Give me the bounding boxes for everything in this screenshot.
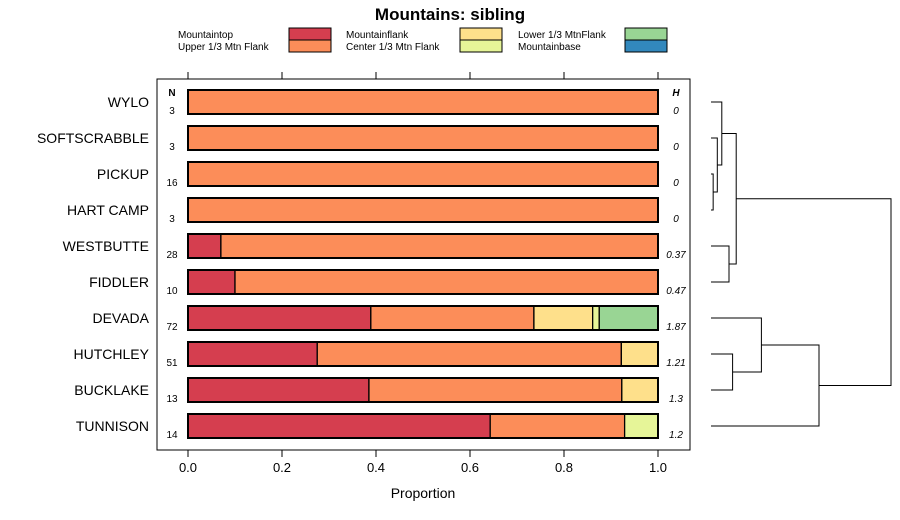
legend-label: Upper 1/3 Mtn Flank bbox=[178, 42, 270, 53]
h-value: 1.2 bbox=[669, 430, 683, 441]
dendrogram-branch bbox=[711, 344, 820, 427]
bar-segment bbox=[489, 413, 626, 439]
legend-label: Center 1/3 Mtn Flank bbox=[346, 42, 440, 53]
bar-segment bbox=[368, 377, 623, 403]
rows: WYLO 3 0 SOFTSCRABBLE 3 0 PICKUP 16 0 HART CAMP 3 0… bbox=[37, 89, 686, 441]
x-tick-label: 0.6 bbox=[461, 460, 479, 475]
legend-label: Lower 1/3 MtnFlank bbox=[518, 30, 607, 41]
h-value: 1.3 bbox=[669, 394, 683, 405]
bar-outline bbox=[187, 197, 659, 223]
chart-title: Mountains: sibling bbox=[375, 5, 525, 24]
dendrogram-branch bbox=[711, 137, 718, 193]
bar-outline bbox=[187, 89, 659, 115]
bar-segment bbox=[620, 341, 659, 367]
bar-segment bbox=[316, 341, 622, 367]
dendrogram-branch bbox=[711, 173, 714, 211]
bar-segment bbox=[220, 233, 659, 259]
dendrogram-branch bbox=[711, 317, 762, 373]
h-value: 0 bbox=[673, 106, 679, 117]
n-value: 3 bbox=[169, 214, 175, 225]
dendrogram-branch bbox=[711, 353, 734, 391]
bar-segment bbox=[533, 305, 594, 331]
dendrogram-branch bbox=[736, 198, 892, 386]
n-value: 10 bbox=[166, 286, 178, 297]
row-label: BUCKLAKE bbox=[74, 382, 149, 398]
n-header: N bbox=[168, 88, 175, 99]
n-value: 3 bbox=[169, 142, 175, 153]
bar-segment bbox=[187, 89, 659, 115]
legend-label: Mountainflank bbox=[346, 30, 409, 41]
bar-segment bbox=[187, 377, 370, 403]
bar-outline bbox=[187, 377, 659, 403]
row-label: WESTBUTTE bbox=[63, 238, 149, 254]
x-axis-title: Proportion bbox=[391, 485, 456, 501]
bar-outline bbox=[187, 269, 659, 295]
row-label: WYLO bbox=[108, 94, 149, 110]
bar-segment bbox=[621, 377, 659, 403]
bar-segment bbox=[187, 341, 318, 367]
row-label: FIDDLER bbox=[89, 274, 149, 290]
dendrogram-branch bbox=[711, 245, 730, 283]
row-label: HUTCHLEY bbox=[74, 346, 150, 362]
row-label: PICKUP bbox=[97, 166, 149, 182]
n-value: 28 bbox=[166, 250, 178, 261]
bar-segment bbox=[598, 305, 659, 331]
bar-segment bbox=[187, 197, 659, 223]
x-tick-label: 1.0 bbox=[649, 460, 667, 475]
bar-outline bbox=[187, 233, 659, 259]
bar-outline bbox=[187, 341, 659, 367]
legend-swatch bbox=[288, 27, 332, 41]
dendrogram bbox=[711, 101, 892, 427]
h-value: 1.87 bbox=[666, 322, 686, 333]
legend-swatch bbox=[459, 39, 503, 53]
bar-segment bbox=[187, 161, 659, 187]
legend-swatch bbox=[624, 39, 668, 53]
x-axis: 0.0 0.2 0.4 0.6 0.8 1.0 bbox=[179, 72, 667, 475]
bar-segment bbox=[187, 125, 659, 151]
legend-label: Mountaintop bbox=[178, 30, 233, 41]
row-label: TUNNISON bbox=[76, 418, 149, 434]
legend-swatch bbox=[624, 27, 668, 41]
x-tick-label: 0.4 bbox=[367, 460, 385, 475]
h-value: 0 bbox=[673, 178, 679, 189]
h-header: H bbox=[672, 88, 680, 99]
n-value: 72 bbox=[166, 322, 178, 333]
bar-segment bbox=[187, 233, 222, 259]
n-value: 14 bbox=[166, 430, 178, 441]
n-value: 3 bbox=[169, 106, 175, 117]
bar-segment bbox=[187, 305, 372, 331]
dendrogram-branch bbox=[711, 101, 723, 166]
bar-segment bbox=[234, 269, 659, 295]
bar-outline bbox=[187, 413, 659, 439]
h-value: 1.21 bbox=[666, 358, 685, 369]
row-label: DEVADA bbox=[92, 310, 149, 326]
h-value: 0 bbox=[673, 142, 679, 153]
bar-outline bbox=[187, 161, 659, 187]
h-value: 0 bbox=[673, 214, 679, 225]
bar-segment bbox=[187, 269, 236, 295]
x-tick-label: 0.8 bbox=[555, 460, 573, 475]
plot-frame bbox=[156, 78, 691, 451]
x-tick-label: 0.2 bbox=[273, 460, 291, 475]
h-value: 0.37 bbox=[666, 250, 686, 261]
bar-segment bbox=[623, 413, 659, 439]
n-value: 13 bbox=[166, 394, 178, 405]
n-value: 51 bbox=[166, 358, 178, 369]
n-value: 16 bbox=[166, 178, 178, 189]
bar-segment bbox=[187, 413, 491, 439]
dendrogram-branch bbox=[721, 133, 737, 265]
row-label: HART CAMP bbox=[67, 202, 149, 218]
bar-segment bbox=[592, 305, 600, 331]
bar-outline bbox=[187, 125, 659, 151]
x-tick-label: 0.0 bbox=[179, 460, 197, 475]
legend-swatch bbox=[459, 27, 503, 41]
row-label: SOFTSCRABBLE bbox=[37, 130, 149, 146]
h-value: 0.47 bbox=[666, 286, 686, 297]
legend-swatch bbox=[288, 39, 332, 53]
bar-outline bbox=[187, 305, 659, 331]
bar-segment bbox=[370, 305, 535, 331]
legend-label: Mountainbase bbox=[518, 42, 581, 53]
